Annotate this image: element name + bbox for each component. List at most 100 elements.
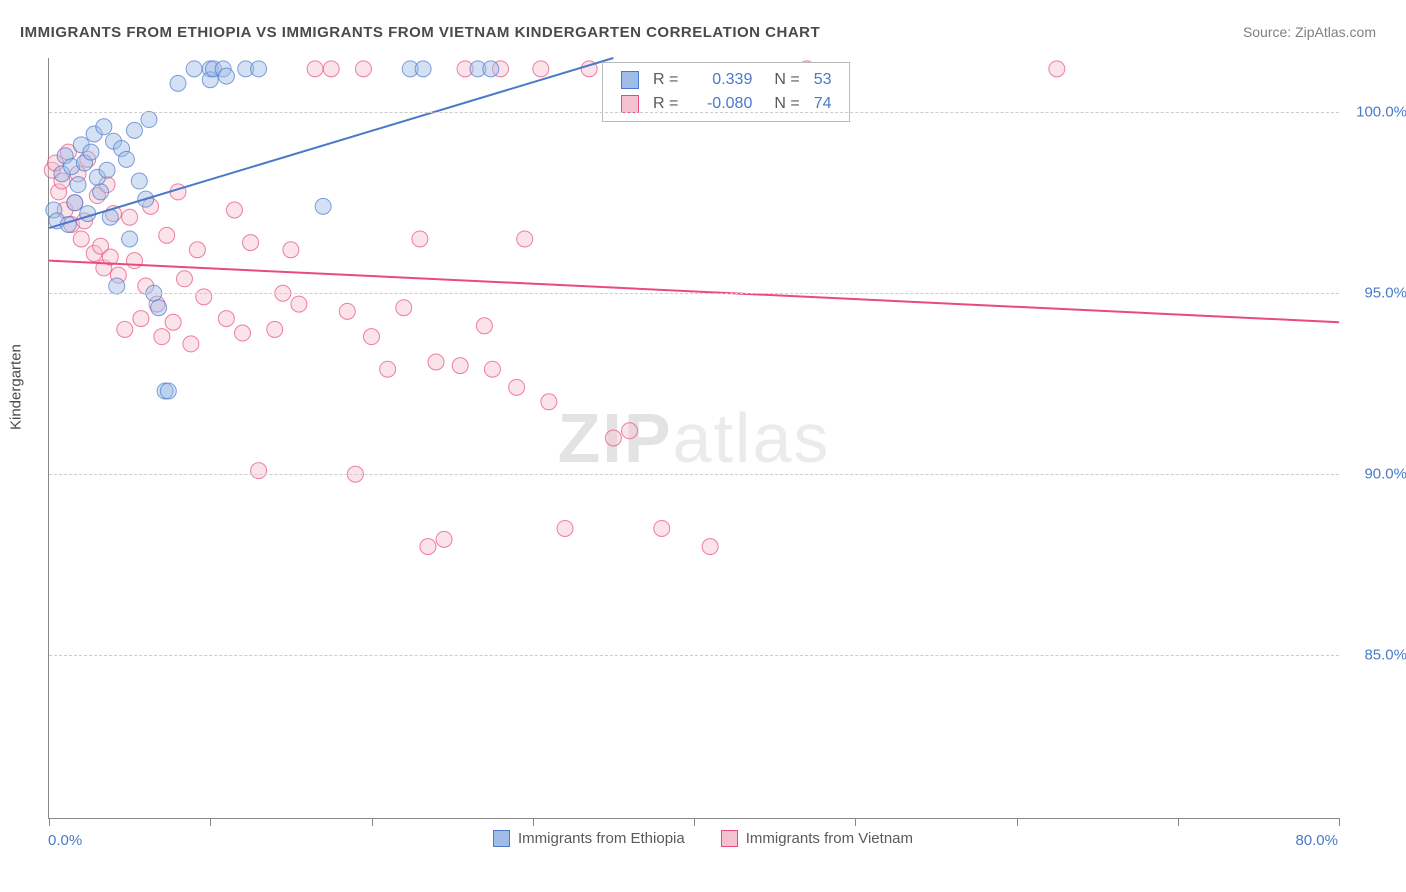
y-tick-label: 85.0%: [1364, 647, 1406, 664]
regression-line: [49, 261, 1339, 323]
data-point: [315, 198, 331, 214]
data-point: [396, 300, 412, 316]
data-point: [118, 151, 134, 167]
data-point: [218, 311, 234, 327]
data-point: [380, 361, 396, 377]
data-point: [80, 206, 96, 222]
x-tick: [533, 818, 534, 826]
gridline: [49, 655, 1339, 656]
legend-label-ethiopia: Immigrants from Ethiopia: [518, 830, 685, 847]
data-point: [436, 531, 452, 547]
data-point: [605, 430, 621, 446]
data-point: [557, 520, 573, 536]
x-tick: [694, 818, 695, 826]
x-tick: [1017, 818, 1018, 826]
data-point: [170, 75, 186, 91]
data-point: [339, 303, 355, 319]
data-point: [235, 325, 251, 341]
data-point: [622, 423, 638, 439]
legend-swatch-vietnam: [721, 830, 738, 847]
data-point: [67, 195, 83, 211]
data-point: [533, 61, 549, 77]
data-point: [183, 336, 199, 352]
data-point: [218, 68, 234, 84]
x-tick: [210, 818, 211, 826]
data-point: [83, 144, 99, 160]
data-point: [307, 61, 323, 77]
data-point: [517, 231, 533, 247]
x-tick: [1178, 818, 1179, 826]
data-point: [355, 61, 371, 77]
data-point: [151, 300, 167, 316]
legend-swatch-ethiopia: [493, 830, 510, 847]
data-point: [484, 361, 500, 377]
x-axis-min-label: 0.0%: [48, 832, 82, 849]
gridline: [49, 293, 1339, 294]
data-point: [133, 311, 149, 327]
statbox-swatch: [621, 71, 639, 89]
x-tick: [1339, 818, 1340, 826]
data-point: [165, 314, 181, 330]
data-point: [122, 231, 138, 247]
x-tick: [372, 818, 373, 826]
legend-label-vietnam: Immigrants from Vietnam: [746, 830, 913, 847]
data-point: [323, 61, 339, 77]
gridline: [49, 112, 1339, 113]
data-point: [476, 318, 492, 334]
data-point: [251, 61, 267, 77]
data-point: [186, 61, 202, 77]
data-point: [291, 296, 307, 312]
chart-title: IMMIGRANTS FROM ETHIOPIA VS IMMIGRANTS F…: [20, 24, 820, 41]
data-point: [226, 202, 242, 218]
y-axis-title: Kindergarten: [8, 344, 25, 430]
data-point: [196, 289, 212, 305]
y-tick-label: 100.0%: [1356, 104, 1406, 121]
statbox-N-label: N =: [760, 69, 805, 91]
y-tick-label: 90.0%: [1364, 466, 1406, 483]
legend-item-vietnam: Immigrants from Vietnam: [721, 830, 913, 847]
data-point: [70, 177, 86, 193]
data-point: [412, 231, 428, 247]
data-point: [126, 122, 142, 138]
data-point: [109, 278, 125, 294]
data-point: [428, 354, 444, 370]
data-point: [483, 61, 499, 77]
data-point: [117, 321, 133, 337]
plot-area: ZIPatlas R =0.339N =53R =-0.080N =74 85.…: [48, 58, 1339, 819]
data-point: [189, 242, 205, 258]
gridline: [49, 474, 1339, 475]
y-tick-label: 95.0%: [1364, 285, 1406, 302]
data-point: [654, 520, 670, 536]
data-point: [702, 539, 718, 555]
x-tick: [855, 818, 856, 826]
data-point: [141, 112, 157, 128]
data-point: [93, 184, 109, 200]
data-point: [122, 209, 138, 225]
chart-svg: [49, 58, 1339, 818]
data-point: [509, 379, 525, 395]
data-point: [243, 235, 259, 251]
x-axis-max-label: 80.0%: [1295, 832, 1338, 849]
statbox-swatch: [621, 95, 639, 113]
statbox-N-value: 53: [808, 69, 838, 91]
statbox-R-value: 0.339: [686, 69, 758, 91]
data-point: [251, 463, 267, 479]
data-point: [160, 383, 176, 399]
source-label: Source: ZipAtlas.com: [1243, 24, 1376, 40]
data-point: [420, 539, 436, 555]
data-point: [131, 173, 147, 189]
data-point: [364, 329, 380, 345]
regression-line: [49, 58, 613, 228]
data-point: [415, 61, 431, 77]
data-point: [541, 394, 557, 410]
data-point: [283, 242, 299, 258]
data-point: [267, 321, 283, 337]
statbox-row: R =0.339N =53: [615, 69, 837, 91]
data-point: [452, 358, 468, 374]
legend-item-ethiopia: Immigrants from Ethiopia: [493, 830, 685, 847]
data-point: [126, 253, 142, 269]
data-point: [1049, 61, 1065, 77]
x-tick: [49, 818, 50, 826]
legend: Immigrants from Ethiopia Immigrants from…: [493, 830, 913, 847]
data-point: [159, 227, 175, 243]
